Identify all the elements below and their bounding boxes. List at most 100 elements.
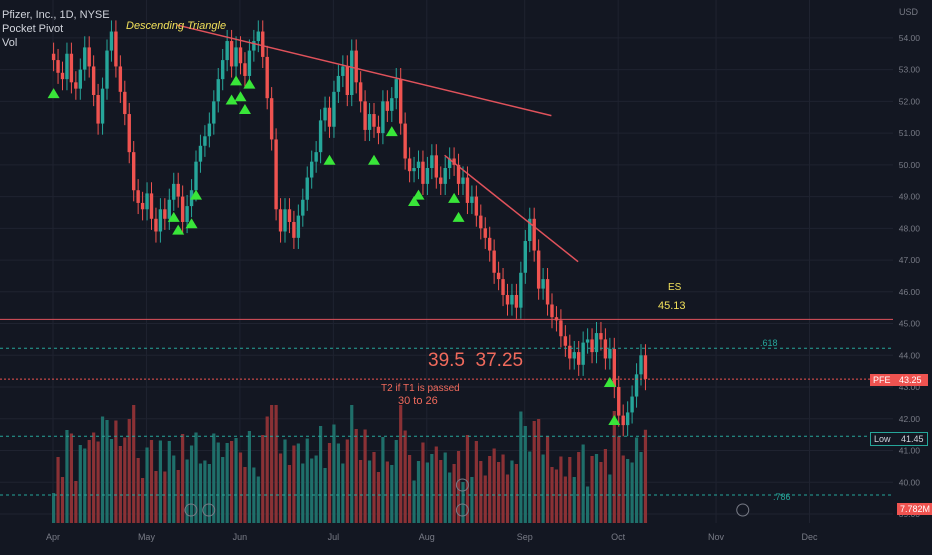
candle-body (514, 294, 519, 308)
y-tick-label: 40.00 (899, 477, 921, 487)
candle-body (412, 168, 416, 172)
volume-bar (172, 455, 176, 523)
volume-bar (350, 405, 354, 523)
y-tick-label: 45.00 (899, 319, 921, 329)
candle-body (585, 339, 590, 343)
candle-body (261, 31, 265, 57)
volume-bar (92, 432, 96, 523)
volume-bar (69, 433, 73, 523)
volume-bar (247, 431, 251, 523)
volume-bar (296, 443, 300, 523)
volume-bar (537, 419, 541, 523)
x-tick-label: May (138, 532, 156, 542)
candle-body (158, 209, 163, 232)
y-tick-label: 41.00 (899, 446, 921, 456)
candle-body (292, 221, 296, 238)
volume-bar (443, 452, 447, 523)
volume-bar (372, 452, 376, 523)
pocket-pivot-signal (452, 211, 465, 222)
candle-body (528, 218, 532, 242)
volume-bar (612, 411, 616, 523)
candle-body (372, 114, 376, 127)
pocket-pivot-signal (167, 211, 180, 222)
candle-body (149, 193, 154, 219)
candle-body (554, 317, 559, 321)
volume-bar (114, 420, 118, 523)
candle-body (612, 348, 616, 388)
candle-body (283, 209, 287, 232)
volume-bar (532, 421, 536, 523)
candle-body (221, 60, 225, 80)
volume-bar (238, 452, 243, 523)
y-tick-label: 53.00 (899, 65, 921, 75)
candle-body (577, 352, 581, 365)
candle-body (69, 53, 74, 83)
candle-body (145, 193, 149, 210)
volume-bar (167, 441, 171, 523)
volume-bar (639, 452, 643, 523)
volume-bar (87, 440, 91, 523)
pocket-pivot-signal (408, 196, 421, 207)
x-tick-label: Sep (517, 532, 533, 542)
legend-volume[interactable]: Vol (2, 37, 18, 49)
volume-bar (194, 432, 198, 523)
candle-body (634, 374, 639, 397)
volume-bar (314, 455, 318, 523)
pocket-pivot-signal (225, 94, 238, 105)
volume-bar (403, 430, 407, 523)
candle-body (456, 164, 461, 184)
volume-bar (381, 437, 385, 523)
volume-bar (341, 463, 345, 523)
candle-body (176, 183, 180, 197)
volume-bar (630, 462, 634, 523)
pocket-pivot-signal (448, 192, 461, 203)
candle-body (443, 168, 447, 184)
pattern-label: Descending Triangle (126, 20, 227, 32)
volume-bar (643, 429, 648, 523)
candle-body (287, 209, 292, 222)
candle-body (439, 177, 443, 184)
volume-bar (256, 476, 260, 523)
pfe-price-badge[interactable]: PFE 43.25 (870, 374, 928, 386)
candle-body (65, 53, 69, 80)
candle-body (51, 53, 56, 61)
candle-body (572, 352, 576, 359)
y-tick-label: 52.00 (899, 96, 921, 106)
candle-body (510, 294, 514, 305)
volume-bar (456, 451, 461, 523)
y-tick-label: 54.00 (899, 33, 921, 43)
candle-body (234, 47, 238, 67)
candle-body (341, 66, 345, 76)
volume-bar (283, 439, 287, 523)
volume-bar (461, 482, 465, 523)
candle-body (621, 415, 625, 426)
y-tick-label: 44.00 (899, 350, 921, 360)
candle-body (314, 152, 318, 162)
volume-bar (185, 459, 189, 523)
candle-body (381, 101, 385, 134)
fib-618-label: .618 (760, 338, 778, 348)
volume-bar (412, 480, 416, 523)
volume-bar (123, 437, 127, 523)
candle-body (603, 339, 608, 359)
volume-bar (416, 461, 421, 523)
candle-body (505, 294, 510, 305)
pocket-pivot-signal (412, 189, 425, 200)
candle-body (350, 50, 354, 96)
volume-bar (523, 426, 527, 523)
y-tick-label: 49.00 (899, 192, 921, 202)
candle-body (639, 355, 643, 375)
volume-bar (149, 440, 154, 523)
candle-body (519, 272, 523, 308)
volume-bar (74, 481, 78, 523)
candle-body (399, 79, 403, 124)
low-price-badge[interactable]: Low 41.45 (870, 432, 928, 446)
volume-bar (425, 462, 429, 523)
legend-pocket-pivot[interactable]: Pocket Pivot (2, 23, 64, 35)
candle-body (403, 123, 407, 159)
es-label: ES (668, 282, 682, 293)
volume-bar (132, 405, 136, 523)
earnings-marker (184, 503, 198, 517)
